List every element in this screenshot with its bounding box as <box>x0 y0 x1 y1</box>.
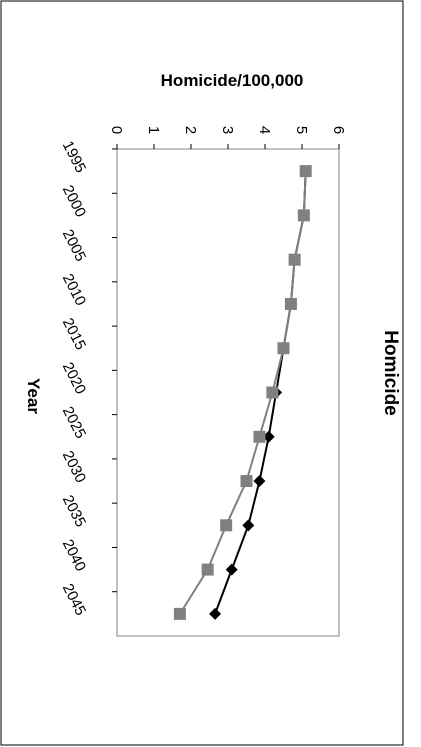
series-2-square-marker <box>173 607 186 620</box>
y-tick-label: 2 <box>182 126 199 134</box>
series-2-square-marker <box>277 342 290 355</box>
series-1-diamond-marker <box>242 519 255 532</box>
series-2-square-marker <box>299 165 312 178</box>
series-2-square-marker <box>240 475 253 488</box>
series-1-diamond-marker <box>253 475 266 488</box>
y-tick-label: 5 <box>293 126 310 134</box>
chart-title: Homicide <box>380 330 401 416</box>
series-2-square-marker <box>253 430 266 443</box>
series-2-square-marker <box>201 563 214 576</box>
plot-area-frame <box>116 148 340 637</box>
series-1-diamond-marker <box>262 430 275 443</box>
series-layer <box>173 165 312 620</box>
y-tick-label: 0 <box>108 126 125 134</box>
y-tick-label: 1 <box>145 126 162 134</box>
series-2-square-marker <box>288 253 301 266</box>
series-2-square-marker <box>266 386 279 399</box>
y-tick-label: 3 <box>219 126 236 134</box>
y-tick-label: 4 <box>256 126 273 134</box>
series-2-square-marker <box>297 209 310 222</box>
y-tick-label: 6 <box>330 126 347 134</box>
series-1-diamond-marker <box>209 607 222 620</box>
series-1-diamond-marker <box>225 563 238 576</box>
series-2-square-marker <box>220 519 233 532</box>
y-axis-title: Homicide/100,000 <box>161 71 304 90</box>
series-2-square-marker <box>284 297 297 310</box>
x-axis-title: Year <box>24 378 43 414</box>
